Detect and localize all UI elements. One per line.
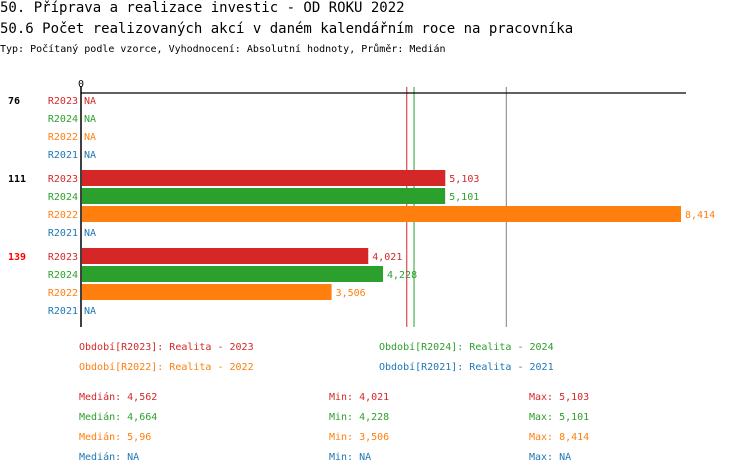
stat-max: Max: NA <box>529 452 572 463</box>
stat-max: Max: 8,414 <box>529 432 590 443</box>
data-label: NA <box>84 306 96 317</box>
series-label: R2024 <box>48 114 78 125</box>
series-label: R2024 <box>48 270 78 281</box>
bar-R2023 <box>82 170 446 186</box>
bar-R2022 <box>82 206 681 222</box>
stat-min: Min: 4,228 <box>329 412 390 423</box>
series-label: R2022 <box>48 288 78 299</box>
legend-item: Období[R2022]: Realita - 2022 <box>79 362 254 373</box>
data-label: 3,506 <box>336 288 366 299</box>
data-label: 5,101 <box>449 192 479 203</box>
series-label: R2023 <box>48 252 78 263</box>
stat-min: Min: NA <box>329 452 372 463</box>
group-label: 111 <box>8 174 26 185</box>
stat-median: Medián: 5,96 <box>79 432 152 443</box>
series-label: R2022 <box>48 132 78 143</box>
legend-item: Období[R2023]: Realita - 2023 <box>79 342 254 353</box>
data-label: 4,228 <box>387 270 417 281</box>
stat-median: Medián: 4,664 <box>79 412 158 423</box>
stat-median: Medián: NA <box>79 452 140 463</box>
series-label: R2023 <box>48 174 78 185</box>
data-label: NA <box>84 132 96 143</box>
legend-item: Období[R2021]: Realita - 2021 <box>379 362 554 373</box>
data-label: NA <box>84 228 96 239</box>
x-tick-label: 0 <box>78 79 84 90</box>
series-label: R2021 <box>48 228 78 239</box>
bar-R2023 <box>82 248 369 264</box>
series-label: R2023 <box>48 96 78 107</box>
data-label: NA <box>84 150 96 161</box>
chart-subtitle: 50.6 Počet realizovaných akcí v daném ka… <box>0 21 574 37</box>
stat-min: Min: 4,021 <box>329 392 390 403</box>
data-label: NA <box>84 114 96 125</box>
series-label: R2021 <box>48 150 78 161</box>
bar-R2024 <box>82 266 383 282</box>
bar-R2024 <box>82 188 446 204</box>
group-label: 76 <box>8 96 20 107</box>
legend-item: Období[R2024]: Realita - 2024 <box>379 342 554 353</box>
chart-info: Typ: Počítaný podle vzorce, Vyhodnocení:… <box>0 44 446 55</box>
page-title: 50. Příprava a realizace investic - OD R… <box>0 0 405 16</box>
data-label: NA <box>84 96 96 107</box>
data-label: 5,103 <box>449 174 479 185</box>
stat-max: Max: 5,101 <box>529 412 590 423</box>
data-label: 8,414 <box>685 210 715 221</box>
series-label: R2022 <box>48 210 78 221</box>
series-label: R2021 <box>48 306 78 317</box>
series-label: R2024 <box>48 192 78 203</box>
stat-max: Max: 5,103 <box>529 392 590 403</box>
group-label: 139 <box>8 252 26 263</box>
stat-median: Medián: 4,562 <box>79 392 158 403</box>
bar-R2022 <box>82 284 332 300</box>
stat-min: Min: 3,506 <box>329 432 390 443</box>
data-label: 4,021 <box>372 252 402 263</box>
